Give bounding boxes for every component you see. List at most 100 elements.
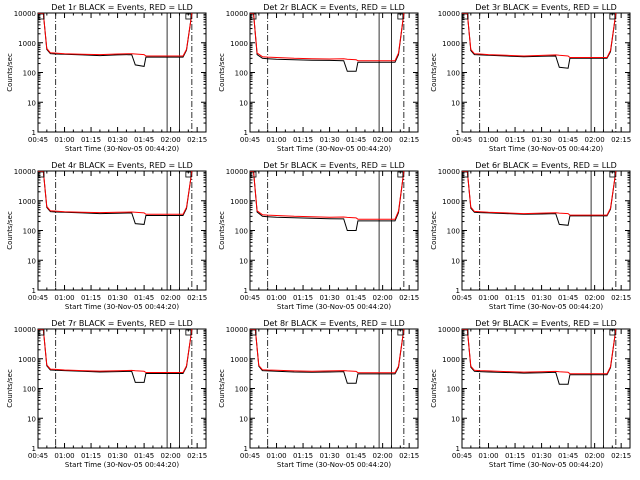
x-tick-label: 01:30	[319, 452, 339, 460]
x-tick-label: 02:00	[161, 452, 181, 460]
lld-series-line	[38, 329, 193, 373]
x-axis-label: Start Time (30-Nov-05 00:44:20)	[65, 145, 179, 153]
y-tick-label: 1	[32, 287, 36, 295]
corner-marker	[185, 329, 192, 336]
y-tick-label: 1000	[442, 198, 460, 206]
lld-series-line	[250, 13, 405, 62]
x-axis-label: Start Time (30-Nov-05 00:44:20)	[489, 303, 603, 311]
y-tick-label: 10	[239, 99, 248, 107]
plot-frame	[249, 328, 419, 449]
x-tick-label: 01:15	[505, 294, 525, 302]
plot-frame	[37, 170, 207, 291]
x-tick-label: 02:00	[373, 294, 393, 302]
chart-title: Det 9r BLACK = Events, RED = LLD	[475, 319, 617, 328]
x-tick-label: 02:15	[187, 452, 207, 460]
x-tick-label: 02:00	[585, 136, 605, 144]
y-axis-label: Counts/sec	[6, 369, 14, 408]
lld-series-line	[38, 171, 193, 215]
x-tick-label: 00:45	[28, 136, 48, 144]
corner-marker	[250, 13, 257, 20]
x-tick-label: 00:45	[28, 294, 48, 302]
y-tick-label: 1000	[442, 356, 460, 364]
x-tick-label: 02:15	[399, 294, 419, 302]
y-tick-label: 10000	[226, 326, 248, 334]
y-tick-label: 100	[23, 386, 36, 394]
x-tick-label: 02:15	[399, 136, 419, 144]
x-tick-label: 02:00	[161, 136, 181, 144]
corner-marker	[609, 329, 616, 336]
y-tick-label: 10	[451, 257, 460, 265]
x-tick-label: 01:15	[293, 452, 313, 460]
events-series-line	[462, 171, 617, 226]
x-tick-label: 01:00	[266, 452, 286, 460]
corner-marker	[609, 171, 616, 178]
x-tick-label: 01:00	[54, 136, 74, 144]
corner-marker	[609, 13, 616, 20]
lld-series-line	[38, 13, 193, 57]
events-series-line	[250, 171, 405, 231]
y-tick-label: 100	[235, 386, 248, 394]
x-tick-label: 02:15	[611, 452, 631, 460]
chart-title: Det 4r BLACK = Events, RED = LLD	[51, 161, 193, 170]
x-tick-label: 02:00	[585, 294, 605, 302]
events-series-line	[462, 329, 617, 385]
y-tick-label: 1000	[230, 198, 248, 206]
x-tick-label: 01:00	[478, 136, 498, 144]
corner-marker	[397, 171, 404, 178]
y-tick-label: 10	[239, 415, 248, 423]
x-tick-label: 02:15	[187, 136, 207, 144]
x-tick-label: 01:30	[319, 294, 339, 302]
lld-series-line	[462, 13, 617, 58]
plot-frame	[461, 328, 631, 449]
x-tick-label: 01:30	[531, 452, 551, 460]
y-tick-label: 1000	[18, 40, 36, 48]
y-tick-label: 10	[239, 257, 248, 265]
y-tick-label: 100	[23, 228, 36, 236]
y-tick-label: 10000	[438, 168, 460, 176]
corner-marker	[250, 171, 257, 178]
y-tick-label: 10	[451, 99, 460, 107]
x-tick-label: 01:45	[134, 294, 154, 302]
x-axis-label: Start Time (30-Nov-05 00:44:20)	[277, 145, 391, 153]
chart-panel: Det 4r BLACK = Events, RED = LLD 1 10 100 10…	[6, 161, 207, 311]
y-axis-label: Counts/sec	[430, 211, 438, 250]
x-tick-label: 02:00	[585, 452, 605, 460]
corner-marker	[462, 13, 469, 20]
y-tick-label: 1000	[18, 198, 36, 206]
x-tick-label: 02:15	[611, 294, 631, 302]
x-axis-label: Start Time (30-Nov-05 00:44:20)	[489, 145, 603, 153]
y-tick-label: 1	[244, 445, 248, 453]
x-tick-label: 01:00	[54, 294, 74, 302]
events-series-line	[38, 329, 193, 383]
x-tick-label: 01:00	[478, 452, 498, 460]
y-tick-label: 100	[447, 228, 460, 236]
plot-frame	[249, 12, 419, 133]
x-tick-label: 00:45	[240, 452, 260, 460]
y-tick-label: 10000	[438, 10, 460, 18]
plot-frame	[249, 170, 419, 291]
x-tick-label: 02:15	[187, 294, 207, 302]
y-tick-label: 10000	[438, 326, 460, 334]
chart-title: Det 7r BLACK = Events, RED = LLD	[51, 319, 193, 328]
y-tick-label: 10000	[14, 168, 36, 176]
y-tick-label: 10	[451, 415, 460, 423]
x-tick-label: 01:45	[558, 294, 578, 302]
y-axis-label: Counts/sec	[6, 211, 14, 250]
chart-panel: Det 2r BLACK = Events, RED = LLD 1 10 100 10…	[218, 3, 419, 153]
y-tick-label: 10000	[226, 10, 248, 18]
y-tick-label: 1	[32, 445, 36, 453]
x-tick-label: 01:45	[134, 136, 154, 144]
chart-panel: Det 8r BLACK = Events, RED = LLD 1 10 100 10…	[218, 319, 419, 469]
x-tick-label: 00:45	[28, 452, 48, 460]
x-tick-label: 01:30	[531, 294, 551, 302]
x-tick-label: 01:45	[134, 452, 154, 460]
y-tick-label: 10000	[14, 326, 36, 334]
x-tick-label: 01:45	[558, 136, 578, 144]
x-tick-label: 00:45	[452, 452, 472, 460]
y-axis-label: Counts/sec	[218, 211, 226, 250]
lld-series-line	[250, 171, 405, 220]
x-tick-label: 02:15	[611, 136, 631, 144]
y-tick-label: 1	[244, 287, 248, 295]
x-axis-label: Start Time (30-Nov-05 00:44:20)	[65, 303, 179, 311]
y-tick-label: 1000	[230, 40, 248, 48]
